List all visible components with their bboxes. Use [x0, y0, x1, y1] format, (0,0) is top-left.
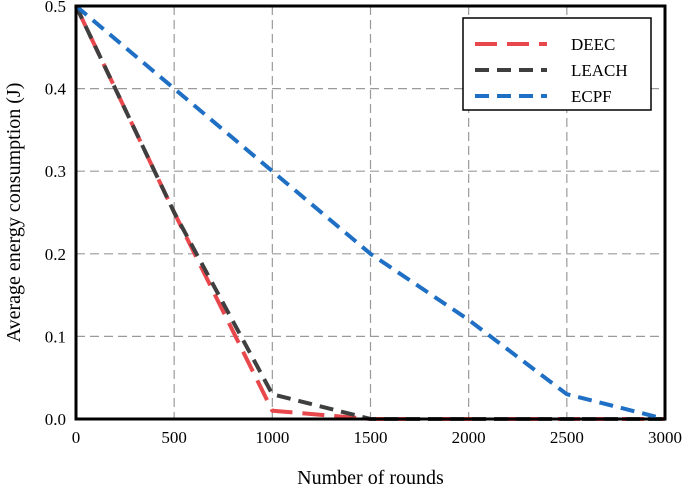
y-tick-label: 0.3 — [45, 162, 66, 181]
x-tick-label: 1500 — [354, 428, 388, 447]
x-tick-label: 2000 — [452, 428, 486, 447]
legend-label-ecpf: ECPF — [571, 87, 612, 106]
legend: DEEC LEACH ECPF — [462, 17, 652, 111]
x-tick-label: 1000 — [255, 428, 289, 447]
legend-label-leach: LEACH — [571, 61, 628, 80]
x-tick-label: 3000 — [648, 428, 682, 447]
y-tick-label: 0.4 — [45, 80, 67, 99]
y-tick-label: 0.2 — [45, 245, 66, 264]
y-tick-label: 0.1 — [45, 327, 66, 346]
x-axis-label: Number of rounds — [297, 467, 444, 487]
y-tick-label: 0.5 — [45, 0, 66, 16]
axis-ticks: 0 500 1000 1500 2000 2500 3000 0.0 0.1 0.2 0.3 0.4 0… — [45, 0, 682, 447]
x-tick-label: 0 — [72, 428, 81, 447]
y-tick-label: 0.0 — [45, 410, 66, 429]
x-tick-label: 500 — [161, 428, 187, 447]
y-axis-label: Average energy consumption (J) — [3, 83, 25, 343]
legend-label-deec: DEEC — [571, 35, 615, 54]
legend-box — [462, 17, 652, 111]
plot-frame — [74, 4, 667, 421]
series-line-ecpf — [74, 4, 666, 421]
x-tick-label: 2500 — [550, 428, 584, 447]
